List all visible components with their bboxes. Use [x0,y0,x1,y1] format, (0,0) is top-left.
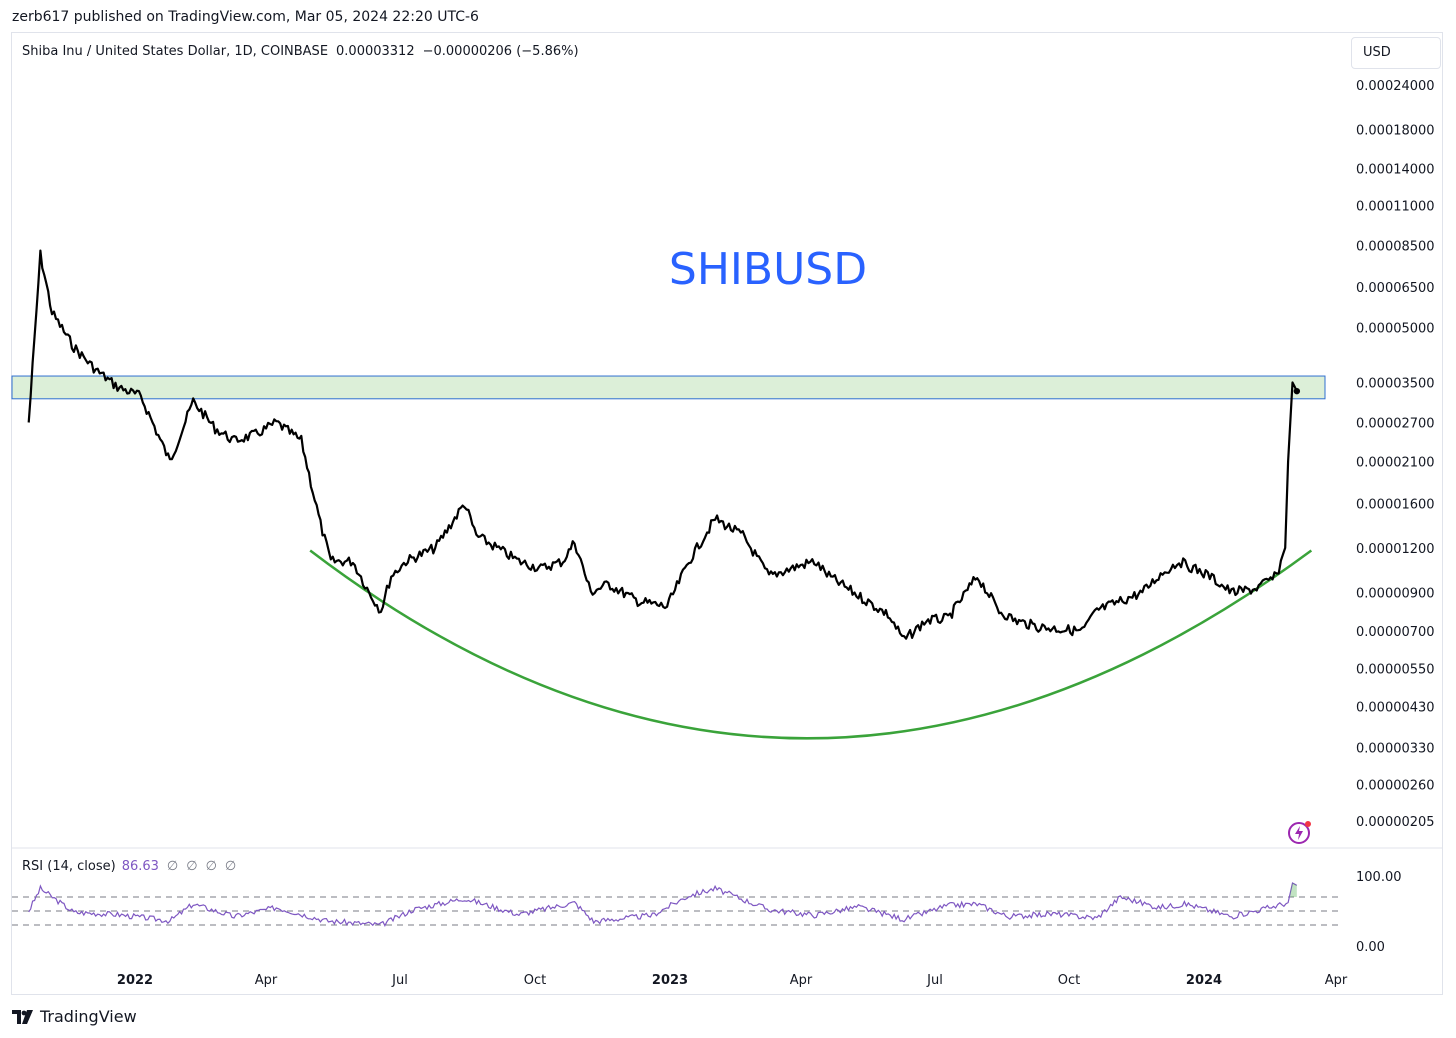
time-tick-label: 2023 [652,973,688,988]
last-price: 0.00003312 [336,44,415,59]
price-tick-label: 0.00018000 [1356,123,1435,138]
price-tick-label: 0.00000430 [1356,701,1435,716]
price-tick-label: 0.00000700 [1356,625,1435,640]
price-tick-label: 0.00000550 [1356,662,1435,677]
price-tick-label: 0.00000205 [1356,815,1435,830]
rsi-legend[interactable]: RSI (14, close) 86.63 ∅ ∅ ∅ ∅ [22,859,236,874]
time-tick-label: Oct [1058,973,1080,988]
rsi-line[interactable] [28,882,1298,928]
symbol-description: Shiba Inu / United States Dollar, 1D, CO… [22,44,329,59]
rsi-na-1: ∅ [166,859,179,874]
resistance-zone-layer [11,375,1326,400]
rsi-na-4: ∅ [224,859,237,874]
price-tick-label: 0.00001600 [1356,497,1435,512]
price-tick-label: 0.00002100 [1356,455,1435,470]
rsi-tick-label: 100.00 [1356,870,1402,885]
price-tick-label: 0.00002700 [1356,417,1435,432]
cup-arc[interactable] [309,549,1313,740]
time-tick-label: Apr [255,973,278,988]
price-tick-label: 0.00011000 [1356,200,1435,215]
footer-brand-text: TradingView [40,1007,137,1026]
rsi-label: RSI (14, close) [22,859,116,874]
rsi-pane: 100.00 0.00 [12,870,1402,955]
price-tick-label: 0.00005000 [1356,321,1435,336]
symbol-legend[interactable]: Shiba Inu / United States Dollar, 1D, CO… [22,44,587,59]
price-tick-label: 0.00001200 [1356,542,1435,557]
rsi-value: 86.63 [121,859,159,874]
price-tick-label: 0.00003500 [1356,377,1435,392]
chart-frame [11,32,1443,995]
rsi-overbought-fill [1290,883,1297,897]
price-tick-label: 0.00000900 [1356,586,1435,601]
price-line-layer [27,249,1301,640]
time-tick-label: Apr [790,973,813,988]
lightning-icon[interactable] [1287,819,1313,845]
time-tick-label: 2024 [1186,973,1222,988]
chart-annotation-title: SHIBUSD [669,244,867,295]
rsi-na-2: ∅ [186,859,198,874]
time-tick-label: Jul [391,973,408,988]
time-tick-label: 2022 [117,973,153,988]
price-tick-label: 0.00000260 [1356,778,1435,793]
footer-brand[interactable]: TradingView [12,1007,137,1026]
currency-button[interactable]: USD [1351,37,1441,69]
price-tick-label: 0.00006500 [1356,281,1435,296]
last-price-dot [1293,387,1301,395]
resistance-zone[interactable] [11,375,1326,400]
time-tick-label: Oct [524,973,546,988]
rsi-tick-label: 0.00 [1356,940,1385,955]
price-change: −0.00000206 (−5.86%) [422,44,579,59]
tradingview-logo-icon [12,1009,33,1024]
publisher-line: zerb617 published on TradingView.com, Ma… [12,9,479,25]
cup-arc-layer [309,549,1313,740]
price-tick-label: 0.00024000 [1356,79,1435,94]
time-axis: 2022 Apr Jul Oct 2023 Apr Jul Oct 2024 Apr [117,973,1348,988]
price-tick-label: 0.00000330 [1356,741,1435,756]
price-line[interactable] [27,249,1298,640]
price-tick-label: 0.00014000 [1356,162,1435,177]
time-tick-label: Apr [1325,973,1348,988]
rsi-na-3: ∅ [205,859,217,874]
time-tick-label: Jul [926,973,943,988]
price-axis: 0.00024000 0.00018000 0.00014000 0.00011000… [1356,79,1435,830]
price-tick-label: 0.00008500 [1356,239,1435,254]
